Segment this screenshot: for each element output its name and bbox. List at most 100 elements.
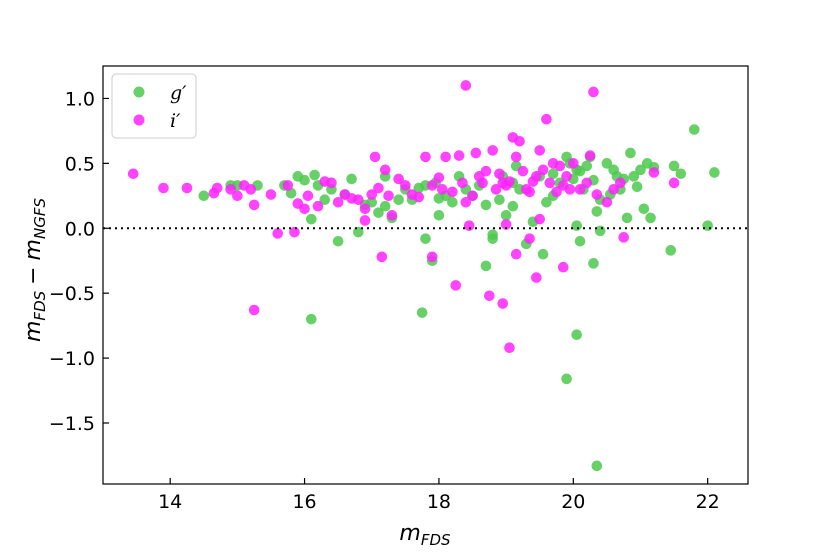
x-tick-label: 22 — [696, 491, 720, 513]
x-axis-ticks: 14 16 18 20 22 — [158, 478, 720, 513]
i-point — [332, 197, 344, 208]
i-point — [400, 180, 411, 191]
y-tick-label: 1.0 — [65, 88, 95, 110]
i-point — [510, 248, 522, 260]
i-point — [232, 190, 243, 202]
i-point — [584, 150, 596, 161]
i-point — [544, 177, 556, 189]
i-point — [436, 184, 448, 195]
i-point — [353, 194, 364, 206]
i-point — [601, 197, 613, 208]
i-point — [127, 168, 139, 180]
g-point — [447, 197, 458, 208]
i-point — [383, 190, 394, 202]
g-point — [645, 212, 656, 224]
g-point — [309, 169, 320, 181]
i-point — [457, 177, 468, 189]
i-point — [369, 151, 381, 163]
i-point — [289, 226, 300, 238]
g-point — [379, 200, 391, 212]
plot-points — [127, 80, 720, 472]
g-point — [638, 203, 650, 215]
g-point — [500, 209, 512, 221]
i-point — [272, 228, 283, 239]
i-point — [524, 186, 535, 198]
i-point — [490, 184, 502, 195]
g-point — [393, 194, 404, 206]
g-point — [198, 190, 210, 202]
legend-marker-g — [133, 86, 145, 98]
i-point — [463, 220, 475, 231]
g-point — [433, 193, 445, 204]
i-point — [668, 177, 680, 189]
i-point — [440, 151, 451, 163]
g-point — [494, 194, 505, 206]
g-point — [420, 233, 431, 244]
g-point — [621, 212, 633, 224]
i-point — [487, 145, 498, 156]
i-point — [376, 251, 388, 263]
i-point — [225, 184, 236, 195]
i-point — [608, 184, 619, 195]
i-point — [568, 158, 579, 169]
i-point — [433, 172, 445, 183]
i-point — [460, 197, 472, 208]
i-point — [514, 135, 525, 147]
i-point — [480, 165, 492, 177]
g-point — [305, 213, 317, 225]
g-point — [574, 235, 586, 247]
i-point — [312, 200, 324, 212]
i-point — [504, 342, 515, 353]
g-point — [346, 173, 357, 185]
g-point — [591, 206, 603, 217]
i-point — [373, 182, 384, 194]
i-point — [413, 191, 425, 203]
g-point — [305, 313, 317, 325]
i-point — [494, 168, 505, 180]
legend: g′ i′ — [111, 73, 197, 139]
x-axis-label: mFDS — [399, 521, 451, 549]
i-point — [181, 182, 193, 194]
legend-label-i: i′ — [170, 110, 181, 132]
g-point — [353, 226, 364, 238]
x-tick-label: 18 — [427, 491, 451, 513]
y-tick-label: −0.5 — [49, 283, 95, 305]
i-point — [420, 151, 431, 163]
g-point — [507, 200, 519, 212]
g-point — [571, 329, 582, 341]
i-point — [460, 80, 472, 91]
g-point — [571, 220, 582, 231]
i-point — [265, 189, 277, 200]
i-point — [379, 164, 391, 176]
i-point — [551, 186, 562, 198]
x-tick-label: 14 — [158, 491, 182, 513]
g-point — [480, 199, 492, 211]
i-point — [537, 164, 549, 176]
y-tick-label: 0.0 — [65, 218, 95, 240]
i-point — [534, 145, 546, 156]
i-point — [393, 173, 404, 185]
i-point — [158, 182, 169, 194]
y-axis-label: mFDS−mNGFS — [21, 198, 49, 342]
g-point — [487, 233, 498, 244]
i-point — [534, 213, 546, 225]
i-point — [484, 290, 495, 302]
g-point — [702, 220, 713, 231]
i-point — [504, 176, 515, 187]
i-point — [615, 177, 626, 189]
i-point — [211, 182, 223, 194]
legend-label-g: g′ — [170, 82, 187, 104]
g-point — [601, 158, 613, 169]
g-point — [628, 171, 640, 182]
g-point — [433, 209, 445, 221]
g-point — [581, 160, 593, 172]
i-point — [386, 209, 398, 221]
i-point — [450, 280, 462, 291]
i-point — [248, 304, 260, 316]
i-point — [557, 261, 569, 273]
i-point — [510, 151, 522, 163]
g-point — [591, 460, 603, 472]
y-tick-label: −1.0 — [49, 348, 95, 370]
y-axis-ticks: 1.0 0.5 0.0 −0.5 −1.0 −1.5 — [49, 88, 109, 435]
